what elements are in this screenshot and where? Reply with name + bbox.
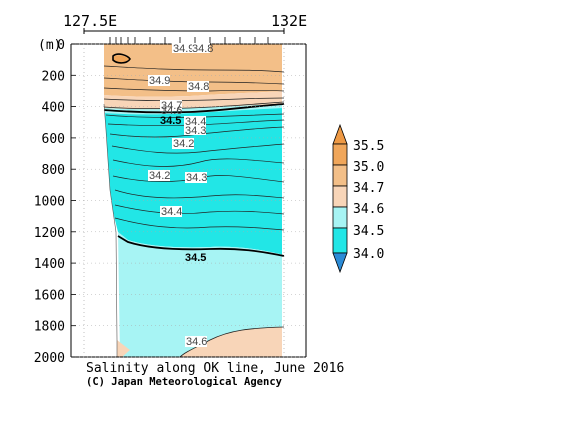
- colorbar-bin-34-0: [332, 227, 348, 254]
- colorbar-label: 35.5: [353, 139, 384, 154]
- contour-label: 34.6: [186, 336, 207, 348]
- y-tick-label: 1800: [34, 320, 65, 335]
- colorbar-bin-34-5: [332, 206, 348, 229]
- fill-bottom-left-34-6: [117, 340, 130, 357]
- contour-label-bold: 34.5: [185, 252, 206, 264]
- colorbar-label: 34.0: [353, 247, 384, 262]
- y-tick-label: 1000: [34, 195, 65, 210]
- y-tick-label: 200: [42, 69, 65, 84]
- contour-label: 34.8: [188, 81, 209, 93]
- station-ticks: [109, 37, 269, 44]
- colorbar: 35.5 35.0 34.7 34.6 34.5 34.0: [332, 123, 384, 274]
- y-unit-label: (m): [38, 38, 61, 53]
- contour-label-bold: 34.5: [160, 115, 181, 127]
- contour-label: 34.3: [185, 125, 206, 137]
- colorbar-bottom-arrow: [332, 252, 348, 274]
- contour-label: 34.4: [161, 206, 182, 218]
- y-tick-label: 400: [42, 101, 65, 116]
- contour-label: 34.2: [149, 170, 170, 182]
- colorbar-bin-34-6: [332, 185, 348, 208]
- shelf-slope: [103, 103, 118, 357]
- y-tick-label: 1400: [34, 257, 65, 272]
- contour-label: 34.6: [161, 105, 182, 117]
- colorbar-top-arrow: [332, 123, 348, 145]
- colorbar-label: 34.7: [353, 181, 384, 196]
- y-tick-label: 2000: [34, 351, 65, 366]
- y-axis-ticks: 0 200 400 600 800 1000 1200 1400 1600 1800 2000: [34, 38, 306, 366]
- contour-34-6: [103, 101, 285, 358]
- fill-35-0-patch: [113, 55, 129, 63]
- colorbar-label: 35.0: [353, 160, 384, 175]
- contour-label: 34.7: [161, 100, 182, 112]
- contour-34-5: [103, 103, 285, 257]
- contour-label: 34.8: [192, 43, 213, 55]
- fill-bottom-34-6: [120, 327, 284, 357]
- contour-label: 34.9: [149, 75, 170, 87]
- right-gap: [282, 44, 306, 357]
- y-tick-label: 1200: [34, 226, 65, 241]
- y-tick-label: 0: [57, 38, 65, 53]
- contour-label: 34.2: [173, 138, 194, 150]
- contour-labels: 34.9 34.8 34.9 34.8 34.7 34.6 34.5 34.4 …: [148, 43, 213, 348]
- y-tick-label: 600: [42, 132, 65, 147]
- colorbar-bin-35-0: [332, 143, 348, 166]
- xlabel-left: 127.5E: [63, 12, 117, 30]
- colorbar-bin-34-7: [332, 164, 348, 187]
- contour-label: 34.9: [173, 43, 194, 55]
- xlabel-right: 132E: [271, 12, 307, 30]
- y-tick-label: 800: [42, 163, 65, 178]
- colorbar-label: 34.5: [353, 224, 384, 239]
- contour-label: 34.3: [186, 172, 207, 184]
- shelf-wedge: [104, 104, 117, 357]
- chart-credit: (C) Japan Meteorological Agency: [86, 376, 283, 388]
- colorbar-label: 34.6: [353, 202, 384, 217]
- y-tick-label: 1600: [34, 288, 65, 303]
- chart-title: Salinity along OK line, June 2016: [86, 361, 344, 376]
